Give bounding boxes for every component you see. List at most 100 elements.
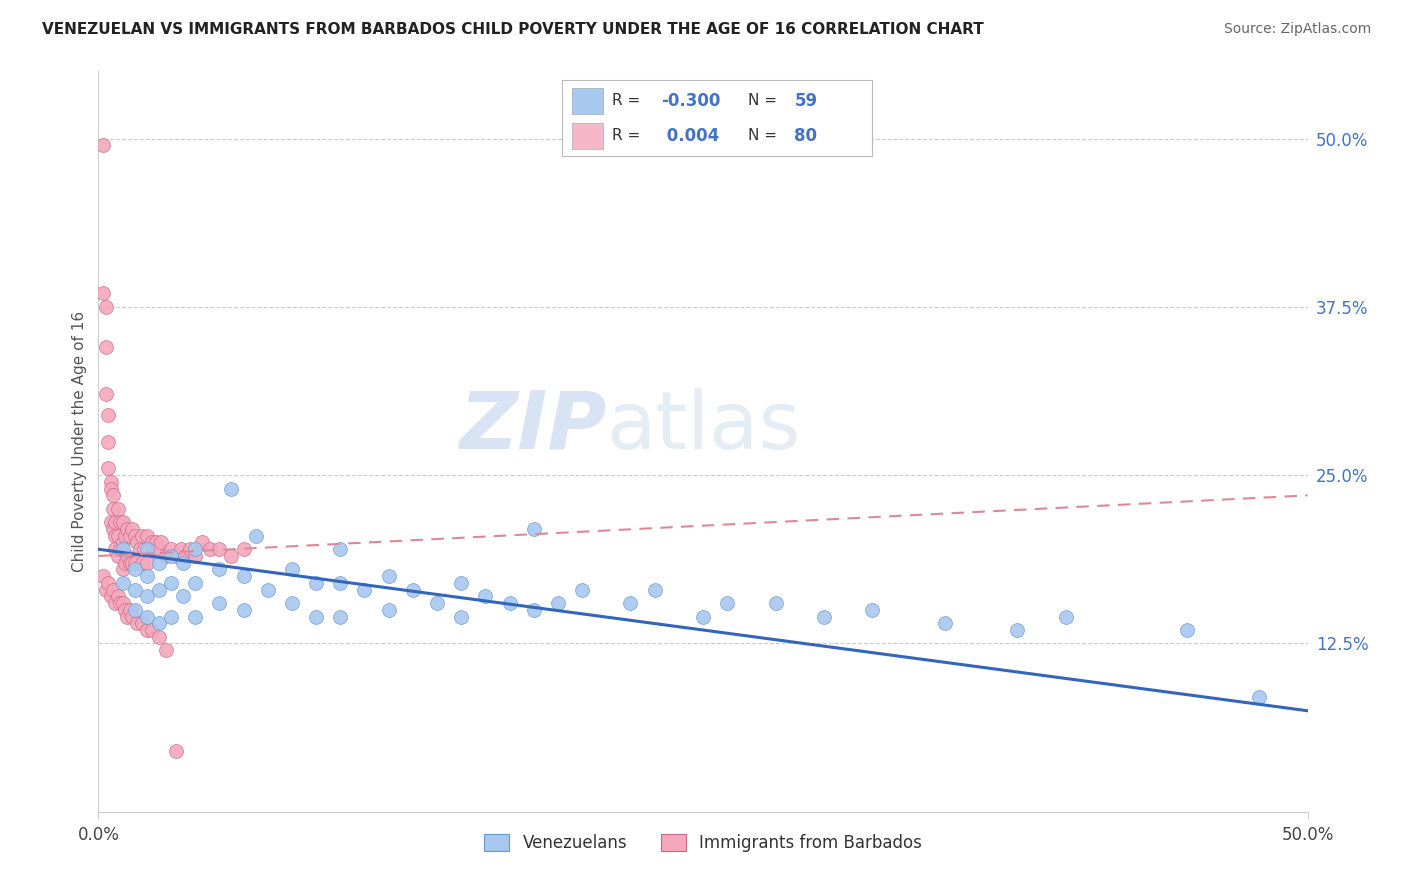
- Point: [104, 516, 127, 530]
- Point: [498, 596, 520, 610]
- Point: [121, 609, 143, 624]
- Point: [101, 582, 124, 597]
- Point: [232, 542, 254, 557]
- Point: [118, 529, 141, 543]
- Point: [114, 603, 136, 617]
- Point: [934, 616, 956, 631]
- Point: [100, 590, 122, 604]
- Point: [91, 286, 114, 301]
- Point: [191, 535, 214, 549]
- Point: [135, 529, 157, 543]
- Point: [172, 590, 194, 604]
- Point: [221, 482, 243, 496]
- Point: [145, 535, 167, 549]
- Point: [131, 616, 153, 631]
- Point: [232, 569, 254, 583]
- Point: [1007, 623, 1029, 637]
- Point: [111, 575, 134, 590]
- Point: [91, 138, 114, 153]
- Point: [111, 596, 134, 610]
- Text: 59: 59: [794, 92, 817, 110]
- Point: [135, 569, 157, 583]
- Point: [114, 529, 136, 543]
- Point: [377, 569, 399, 583]
- Point: [619, 596, 641, 610]
- Point: [148, 556, 170, 570]
- Point: [100, 482, 122, 496]
- Point: [107, 501, 129, 516]
- Point: [148, 542, 170, 557]
- Point: [124, 529, 146, 543]
- Point: [135, 609, 157, 624]
- Point: [148, 582, 170, 597]
- Point: [377, 603, 399, 617]
- Point: [208, 542, 231, 557]
- Point: [450, 575, 472, 590]
- Point: [232, 603, 254, 617]
- Text: R =: R =: [612, 128, 645, 143]
- Point: [155, 643, 177, 657]
- Point: [305, 609, 328, 624]
- Point: [184, 549, 207, 563]
- Point: [117, 522, 139, 536]
- Point: [1054, 609, 1077, 624]
- Point: [165, 549, 187, 563]
- Point: [305, 575, 328, 590]
- Point: [117, 609, 139, 624]
- Point: [104, 529, 127, 543]
- Point: [127, 535, 149, 549]
- Point: [450, 609, 472, 624]
- Point: [692, 609, 714, 624]
- Point: [97, 575, 120, 590]
- Point: [160, 575, 183, 590]
- Point: [124, 603, 146, 617]
- Point: [426, 596, 449, 610]
- Point: [135, 556, 157, 570]
- Point: [108, 596, 131, 610]
- Point: [135, 542, 157, 557]
- Point: [172, 556, 194, 570]
- Point: [184, 575, 207, 590]
- Point: [111, 562, 134, 576]
- Point: [523, 603, 546, 617]
- Point: [94, 387, 117, 401]
- Point: [143, 542, 166, 557]
- Text: 0.004: 0.004: [661, 127, 720, 145]
- Point: [94, 340, 117, 354]
- Text: R =: R =: [612, 94, 645, 108]
- Point: [148, 630, 170, 644]
- Point: [184, 609, 207, 624]
- Point: [121, 556, 143, 570]
- Point: [765, 596, 787, 610]
- Point: [124, 556, 146, 570]
- Point: [134, 542, 156, 557]
- Point: [256, 582, 278, 597]
- Point: [124, 582, 146, 597]
- Point: [148, 616, 170, 631]
- Point: [141, 623, 163, 637]
- Point: [644, 582, 666, 597]
- Point: [160, 609, 183, 624]
- Point: [329, 575, 352, 590]
- Point: [127, 616, 149, 631]
- Point: [716, 596, 738, 610]
- Point: [104, 542, 127, 557]
- Point: [329, 609, 352, 624]
- Point: [121, 522, 143, 536]
- Point: [124, 562, 146, 576]
- Point: [101, 488, 124, 502]
- Point: [107, 590, 129, 604]
- Point: [135, 623, 157, 637]
- Point: [353, 582, 375, 597]
- Point: [131, 556, 153, 570]
- Bar: [572, 88, 603, 113]
- Point: [281, 562, 304, 576]
- Legend: Venezuelans, Immigrants from Barbados: Venezuelans, Immigrants from Barbados: [478, 828, 928, 859]
- Point: [523, 522, 546, 536]
- Point: [155, 549, 177, 563]
- Point: [101, 501, 124, 516]
- Point: [91, 569, 114, 583]
- Point: [1175, 623, 1198, 637]
- Point: [100, 516, 122, 530]
- Point: [474, 590, 496, 604]
